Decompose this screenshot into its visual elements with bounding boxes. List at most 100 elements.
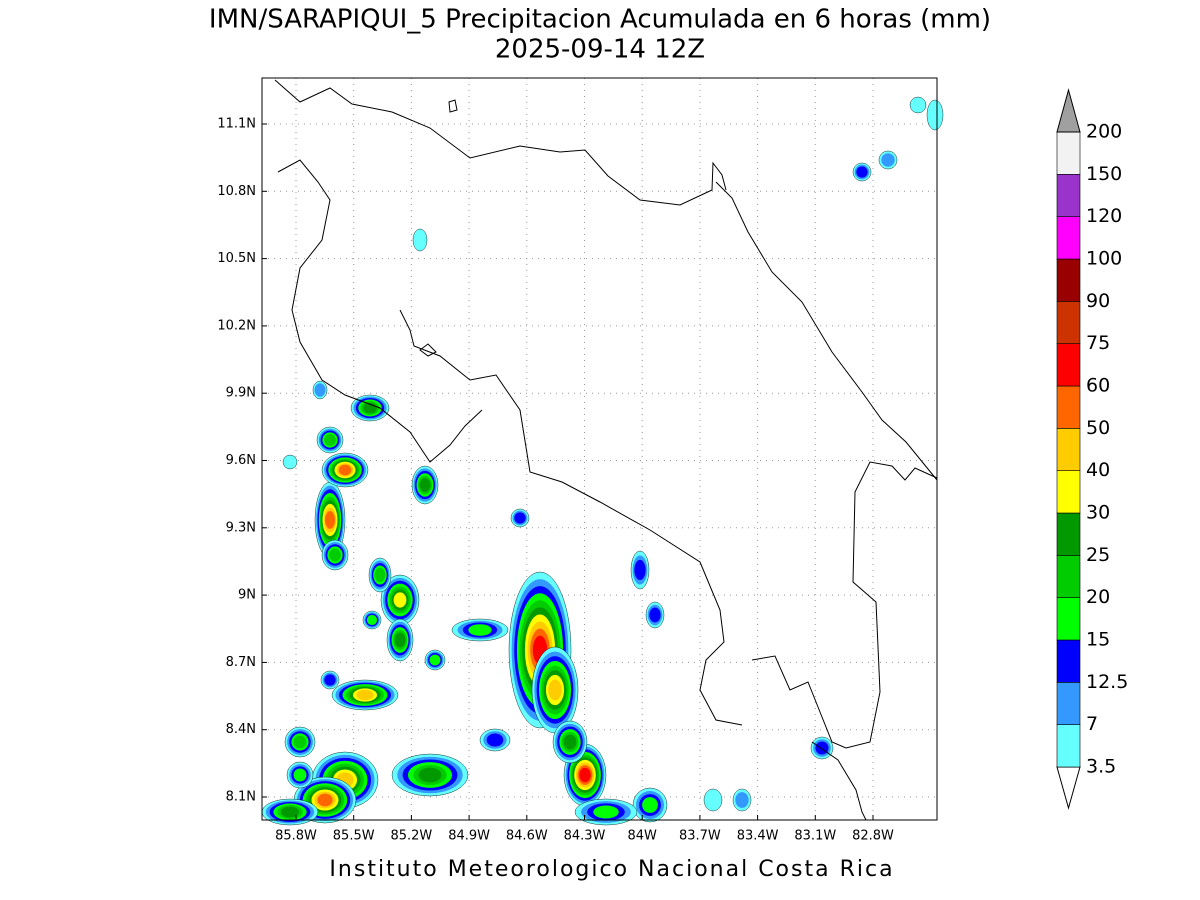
rain-cell: [412, 228, 428, 252]
colorbar-label: 50: [1086, 417, 1110, 439]
rain-cell: [324, 434, 336, 446]
rain-cell: [293, 735, 307, 749]
colorbar-label: 60: [1086, 375, 1110, 397]
lake: [419, 343, 437, 357]
colorbar-label: 90: [1086, 290, 1110, 312]
rain-cell: [909, 96, 927, 114]
lat-tick-label: 10.8N: [217, 184, 256, 199]
colorbar-segment: [1056, 174, 1081, 217]
colorbar-segment: [1056, 343, 1081, 387]
rain-cell: [317, 793, 333, 807]
rain-cell: [514, 512, 526, 524]
rain-cell: [366, 614, 378, 626]
rain-cell: [429, 654, 441, 666]
lat-tick-label: 9.9N: [226, 386, 256, 401]
island: [448, 99, 458, 113]
colorbar-label: 150: [1086, 163, 1122, 185]
rain-cell: [548, 679, 562, 701]
rain-cell: [329, 548, 341, 562]
precipitation-field: [261, 96, 944, 826]
colorbar-label: 100: [1086, 248, 1122, 270]
coastlines: [274, 79, 938, 821]
rain-cell: [563, 734, 577, 750]
colorbar-label: 20: [1086, 586, 1110, 608]
colorbar-segment: [1056, 301, 1081, 344]
lat-tick-label: 10.2N: [217, 318, 256, 333]
colorbar-segment: [1056, 428, 1081, 471]
rain-cell: [314, 383, 326, 397]
colorbar-segment: [1056, 639, 1081, 683]
rain-cell: [593, 805, 619, 819]
colorbar-label: 15: [1086, 629, 1110, 651]
colorbar-segment: [1056, 470, 1081, 514]
rain-cell: [418, 767, 442, 783]
axis-labels: 85.8W 85.5W 85.2W 84.9W 84.6W 84.3W 84W 83.7W 83…: [217, 117, 894, 844]
lon-tick-label: 84.3W: [564, 829, 606, 844]
colorbar-label: 3.5: [1086, 756, 1116, 778]
coastline: [715, 181, 938, 481]
colorbar-segment: [1056, 385, 1081, 429]
coastline: [277, 159, 483, 463]
lon-tick-label: 84.9W: [448, 829, 490, 844]
colorbar: 3.5 7 12.5 15 20 25 30 40 50 60 75 90 100 120 150 200: [1056, 88, 1128, 810]
colorbar-label: 200: [1086, 121, 1122, 143]
colorbar-label: 25: [1086, 544, 1110, 566]
colorbar-label: 7: [1086, 713, 1098, 735]
rain-cell: [356, 689, 374, 701]
rain-cell: [325, 511, 335, 529]
coastline: [274, 79, 727, 206]
lon-tick-label: 84.6W: [506, 829, 548, 844]
lat-tick-label: 11.1N: [217, 117, 256, 132]
rain-cell: [649, 607, 661, 623]
colorbar-below: [1056, 766, 1081, 810]
colorbar-label: 12.5: [1086, 671, 1128, 693]
rain-cell: [642, 797, 658, 813]
lon-tick-label: 85.8W: [275, 829, 317, 844]
lat-tick-label: 9.6N: [226, 453, 256, 468]
colorbar-segment: [1056, 555, 1081, 598]
rain-cell: [486, 733, 504, 747]
colorbar-segment: [1056, 597, 1081, 641]
coastline: [399, 309, 743, 726]
rain-cell: [703, 788, 723, 812]
rain-cell: [856, 166, 868, 178]
rain-cell: [280, 806, 300, 818]
coastline: [811, 741, 867, 821]
rain-cell: [926, 99, 944, 131]
rain-cell: [579, 767, 591, 783]
rain-cell: [735, 792, 749, 808]
lon-tick-label: 82.8W: [852, 829, 894, 844]
title: IMN/SARAPIQUI_5 Precipitacion Acumulada …: [209, 5, 991, 35]
footer: Instituto Meteorologico Nacional Costa R…: [329, 857, 894, 882]
colorbar-segment: [1056, 682, 1081, 725]
rain-cell: [282, 454, 298, 470]
rain-cell: [394, 632, 406, 648]
lon-tick-label: 83.4W: [737, 829, 779, 844]
lon-tick-label: 85.5W: [333, 829, 375, 844]
rain-cell: [634, 559, 646, 581]
colorbar-segment: [1056, 131, 1081, 175]
rain-cell: [393, 592, 407, 608]
rain-cell: [468, 624, 492, 636]
colorbar-label: 40: [1086, 459, 1110, 481]
lon-tick-label: 83.1W: [794, 829, 836, 844]
colorbar-segment: [1056, 258, 1081, 302]
colorbar-label: 75: [1086, 332, 1110, 354]
lon-tick-label: 85.2W: [390, 829, 432, 844]
lat-tick-label: 8.7N: [226, 655, 256, 670]
rain-cell: [419, 478, 431, 492]
subtitle: 2025-09-14 12Z: [495, 35, 705, 65]
lat-tick-label: 9.3N: [226, 520, 256, 535]
lon-tick-label: 84W: [627, 829, 657, 844]
lat-tick-label: 10.5N: [217, 251, 256, 266]
rain-cell: [374, 568, 386, 582]
plot-frame: [261, 77, 938, 821]
rain-cell: [881, 153, 895, 167]
rain-cell: [293, 768, 307, 782]
colorbar-above: [1056, 88, 1081, 133]
colorbar-segment: [1056, 512, 1081, 556]
colorbar-segment: [1056, 724, 1081, 768]
colorbar-segment: [1056, 216, 1081, 260]
rain-cell: [338, 464, 352, 476]
